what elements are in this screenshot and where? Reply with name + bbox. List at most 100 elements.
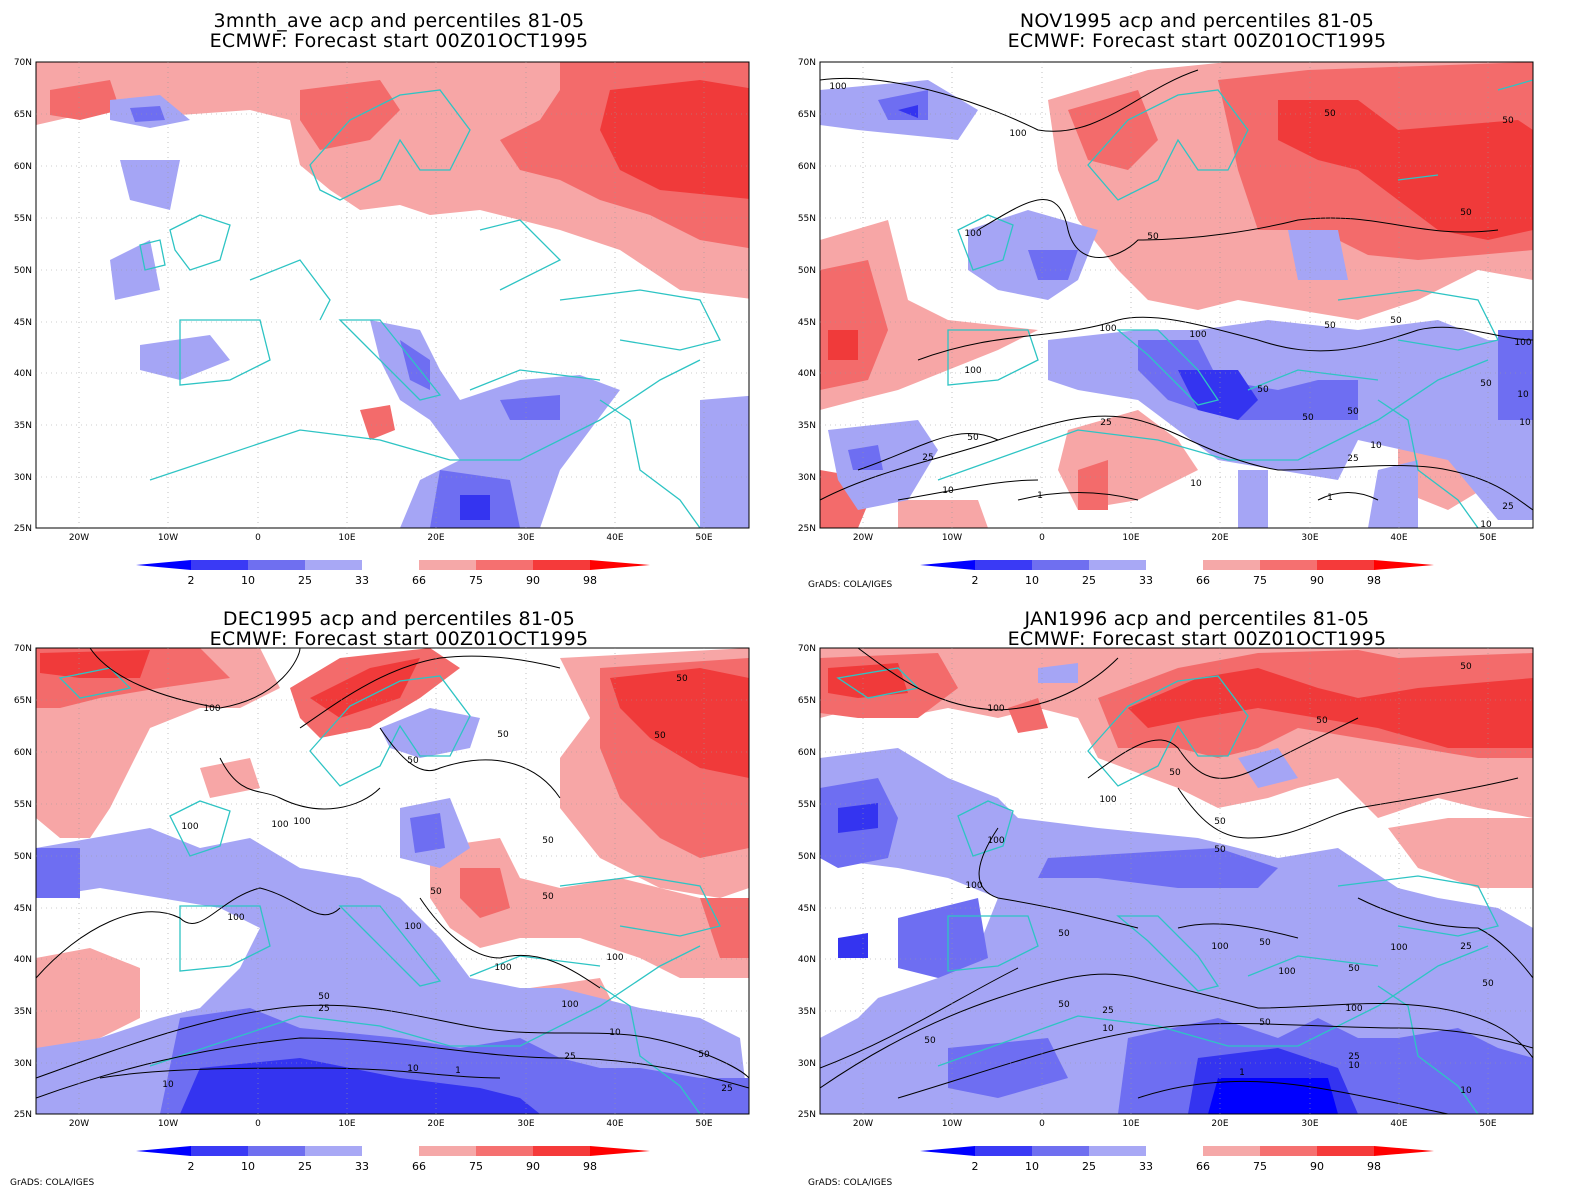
lon-label: 20E xyxy=(427,533,444,543)
contour-label: 100 xyxy=(1099,324,1116,334)
lat-label: 30N xyxy=(798,1059,816,1069)
lat-label: 50N xyxy=(798,852,816,862)
contour-label: 100 xyxy=(1345,1004,1362,1014)
contour-label: 50 xyxy=(497,730,509,740)
contour-label: 1 xyxy=(455,1066,461,1076)
contour-label: 100 xyxy=(203,704,220,714)
panel-subtitle: ECMWF: Forecast start 00Z01OCT1995 xyxy=(209,30,589,52)
colorbar-label: 98 xyxy=(1367,1160,1381,1172)
lon-label: 30E xyxy=(1301,1119,1318,1129)
lon-label: 0 xyxy=(1039,1119,1045,1129)
lat-label: 35N xyxy=(14,1007,32,1017)
colorbar-label: 25 xyxy=(298,1160,312,1172)
lat-label: 60N xyxy=(14,162,32,172)
contour-label: 50 xyxy=(1480,379,1492,389)
contour-label: 50 xyxy=(1259,938,1271,948)
contour-label: 100 xyxy=(987,836,1004,846)
panel-subtitle: ECMWF: Forecast start 00Z01OCT1995 xyxy=(1007,628,1387,650)
contour-label: 1 xyxy=(1327,493,1333,503)
lat-label: 25N xyxy=(14,524,32,534)
contour-label: 100 xyxy=(606,953,623,963)
lat-label: 60N xyxy=(798,748,816,758)
colorbar-label: 66 xyxy=(412,1160,426,1172)
colorbar-label: 10 xyxy=(241,1160,255,1172)
contour-label: 100 xyxy=(964,366,981,376)
colorbar-label: 98 xyxy=(1367,574,1381,586)
contour-label: 50 xyxy=(654,731,666,741)
map-plot: 100 50 50 50 100 100 50 100 50 50 100 10… xyxy=(798,644,1534,1129)
lon-label: 10W xyxy=(158,533,178,543)
contour-label: 100 xyxy=(965,881,982,891)
contour-label: 50 xyxy=(1348,964,1360,974)
lat-label: 70N xyxy=(798,58,816,68)
lat-label: 50N xyxy=(798,266,816,276)
contour-label: 25 xyxy=(1460,942,1471,952)
lat-label: 60N xyxy=(798,162,816,172)
contour-label: 100 xyxy=(494,963,511,973)
lon-label: 40E xyxy=(1390,533,1407,543)
colorbar-label: 75 xyxy=(469,1160,483,1172)
grads-credit: GrADS: COLA/IGES xyxy=(10,1178,95,1188)
panel-title: 3mnth_ave acp and percentiles 81-05 xyxy=(213,10,585,32)
lon-label: 50E xyxy=(1479,1119,1496,1129)
contour-label: 50 xyxy=(542,892,554,902)
contour-label: 25 xyxy=(922,453,933,463)
contour-label: 50 xyxy=(1302,413,1314,423)
contour-label: 50 xyxy=(1324,321,1336,331)
lon-label: 30E xyxy=(1301,533,1318,543)
contour-label: 25 xyxy=(564,1052,575,1062)
lat-label: 35N xyxy=(798,1007,816,1017)
colorbar-label: 90 xyxy=(526,574,540,586)
panel-subtitle: ECMWF: Forecast start 00Z01OCT1995 xyxy=(1007,30,1387,52)
lon-label: 20E xyxy=(1211,1119,1228,1129)
contour-label: 100 xyxy=(1514,338,1531,348)
contour-label: 50 xyxy=(1460,662,1472,672)
contour-label: 50 xyxy=(1214,817,1226,827)
contour-label: 100 xyxy=(293,817,310,827)
colorbar-label: 33 xyxy=(355,574,369,586)
lon-label: 40E xyxy=(606,1119,623,1129)
contour-label: 25 xyxy=(1347,454,1358,464)
contour-label: 10 xyxy=(1480,520,1492,530)
colorbar-label: 90 xyxy=(526,1160,540,1172)
colorbar-label: 98 xyxy=(583,1160,597,1172)
contour-label: 50 xyxy=(1058,929,1070,939)
colorbar-label: 10 xyxy=(1025,1160,1039,1172)
lon-label: 10E xyxy=(338,1119,355,1129)
lat-label: 25N xyxy=(14,1110,32,1120)
lon-label: 20W xyxy=(69,533,89,543)
lon-label: 40E xyxy=(606,533,623,543)
panel-title: NOV1995 acp and percentiles 81-05 xyxy=(1019,10,1375,32)
lat-label: 70N xyxy=(14,58,32,68)
colorbar-label: 25 xyxy=(298,574,312,586)
lat-label: 65N xyxy=(798,110,816,120)
contour-label: 50 xyxy=(1347,407,1359,417)
contour-label: 50 xyxy=(407,756,419,766)
lat-label: 70N xyxy=(798,644,816,654)
panel-title: JAN1996 acp and percentiles 81-05 xyxy=(1024,608,1370,630)
contour-label: 10 xyxy=(407,1064,419,1074)
contour-label: 50 xyxy=(542,836,554,846)
lat-label: 45N xyxy=(14,318,32,328)
lon-label: 30E xyxy=(517,533,534,543)
colorbar-label: 75 xyxy=(469,574,483,586)
contour-label: 10 xyxy=(1460,1086,1472,1096)
contour-label: 10 xyxy=(1190,479,1202,489)
colorbar-label: 2 xyxy=(972,574,979,586)
lon-label: 10W xyxy=(942,1119,962,1129)
lon-label: 0 xyxy=(255,1119,261,1129)
contour-label: 50 xyxy=(318,992,330,1002)
contour-label: 10 xyxy=(1519,418,1531,428)
contour-label: 10 xyxy=(1348,1061,1360,1071)
map-panel-jan1996: JAN1996 acp and percentiles 81-05 ECMWF:… xyxy=(798,598,1596,1196)
lat-label: 55N xyxy=(14,214,32,224)
contour-label: 25 xyxy=(1102,1006,1113,1016)
contour-label: 100 xyxy=(829,82,846,92)
colorbar-label: 66 xyxy=(1196,1160,1210,1172)
lat-label: 30N xyxy=(14,1059,32,1069)
colorbar-label: 66 xyxy=(412,574,426,586)
colorbar-label: 90 xyxy=(1310,574,1324,586)
lat-label: 35N xyxy=(798,421,816,431)
colorbar: 2 10 25 33 66 75 90 98 xyxy=(920,560,1434,586)
lat-label: 40N xyxy=(798,369,816,379)
